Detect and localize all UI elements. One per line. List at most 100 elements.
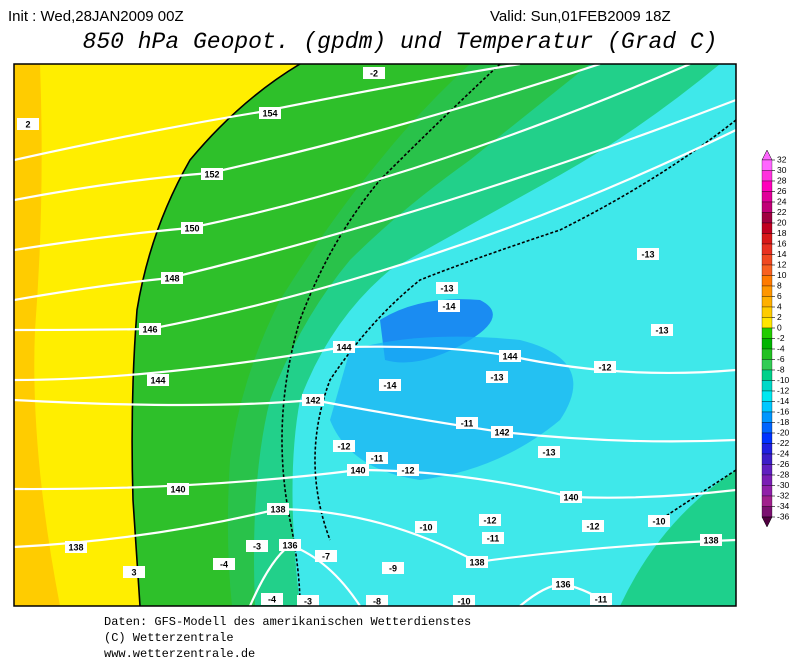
colorbar-label: 2 [777, 312, 782, 322]
warmer-strip [14, 64, 60, 606]
temperature-label-box [648, 515, 670, 527]
geopotential-label: 138 [68, 542, 83, 552]
temperature-label-box [382, 562, 404, 574]
temperature-label: 3 [131, 567, 136, 577]
geopotential-label-box [201, 168, 223, 180]
colorbar-segment [761, 348, 773, 360]
colorbar-segment [761, 296, 773, 308]
colorbar-label: -12 [777, 385, 790, 395]
geopotential-label-box [700, 534, 722, 546]
temperature-label: -8 [373, 596, 381, 606]
temperature-label: -13 [655, 325, 668, 335]
geopotential-label: 140 [170, 484, 185, 494]
temperature-label: -14 [442, 301, 455, 311]
temperature-label-box [17, 118, 39, 130]
geopotential-label-box [181, 222, 203, 234]
colorbar-label: -34 [777, 501, 790, 511]
temperature-label-box [582, 520, 604, 532]
geopotential-label: 142 [494, 427, 509, 437]
geopotential-label: 142 [305, 395, 320, 405]
temperature-label: -13 [490, 372, 503, 382]
map-field: 154 152 150 148 146 144 144 144 142 142 140 140 140 1… [14, 64, 736, 606]
temperature-label: -12 [598, 362, 611, 372]
temperature-label-box [315, 550, 337, 562]
colorbar-segment [761, 411, 773, 423]
cold-spot [330, 336, 574, 480]
colorbar-segment [761, 222, 773, 234]
temperature-label-box [397, 464, 419, 476]
colorbar-segment [761, 422, 773, 434]
colorbar-segment [761, 191, 773, 203]
temperature-label-box [486, 371, 508, 383]
temperature-label-box [453, 595, 475, 606]
temperature-label: -10 [457, 596, 470, 606]
colorbar-label: -22 [777, 438, 790, 448]
geopotential-label: 140 [563, 492, 578, 502]
geopotential-label: 144 [150, 375, 165, 385]
map-title: 850 hPa Geopot. (gpdm) und Temperatur (G… [83, 29, 718, 55]
geopotential-label: 136 [555, 579, 570, 589]
temperature-label-box [333, 440, 355, 452]
geopotential-label-box [347, 464, 369, 476]
colorbar-segment [761, 306, 773, 318]
temperature-label: -4 [220, 559, 228, 569]
geopotential-label-box [147, 374, 169, 386]
colorbar-segment [761, 327, 773, 339]
temperature-label-box [651, 324, 673, 336]
teal-corner [620, 470, 736, 606]
temperature-label-box [297, 595, 319, 606]
colorbar-label: 22 [777, 207, 787, 217]
temperature-label: -12 [401, 465, 414, 475]
warm-region [14, 64, 300, 606]
colorbar-label: 6 [777, 291, 782, 301]
colorbar-segment [761, 317, 773, 329]
temperature-label-box [590, 593, 612, 605]
temperature-label-box [637, 248, 659, 260]
colorbar-segment [761, 254, 773, 266]
footer-url: www.wetterzentrale.de [104, 647, 255, 661]
colorbar-label: -36 [777, 511, 790, 521]
geopotential-label: 140 [350, 465, 365, 475]
colorbar-label: 8 [777, 280, 782, 290]
colorbar-segment [761, 338, 773, 350]
temperature-label-box [366, 452, 388, 464]
geopotential-label: 138 [469, 557, 484, 567]
geopotential-label: 152 [204, 169, 219, 179]
temperature-label-box [123, 566, 145, 578]
colorbar-label: 16 [777, 238, 787, 248]
colorbar-label: 12 [777, 259, 787, 269]
colorbar-label: -30 [777, 480, 790, 490]
colorbar-segment [761, 233, 773, 245]
temperature-label: -14 [383, 380, 396, 390]
temperature-label-box [261, 593, 283, 605]
geopotential-label-box [65, 541, 87, 553]
temperature-label-box [482, 532, 504, 544]
geopotential-label-box [267, 503, 289, 515]
colorbar-segment [761, 401, 773, 413]
geopotential-label-box [279, 539, 301, 551]
temperature-label-box [366, 595, 388, 606]
map-frame [13, 63, 737, 607]
colorbar-label: -16 [777, 406, 790, 416]
colorbar-segment [761, 243, 773, 255]
temperature-label: -12 [586, 521, 599, 531]
colorbar-segment [761, 170, 773, 182]
colorbar-segment [761, 443, 773, 455]
temperature-label: -7 [322, 551, 330, 561]
geopotential-label-box [302, 394, 324, 406]
colorbar-tip [761, 149, 773, 161]
temperature-label: -10 [652, 516, 665, 526]
geopotential-label: 146 [142, 324, 157, 334]
temperature-label: -12 [483, 515, 496, 525]
colorbar-label: -2 [777, 333, 785, 343]
temperature-label-box [213, 558, 235, 570]
temperature-label: 2 [25, 119, 30, 129]
geopotential-label: 138 [703, 535, 718, 545]
temperature-label: -10 [419, 522, 432, 532]
geopotential-label: 150 [184, 223, 199, 233]
geopotential-label-box [333, 341, 355, 353]
colorbar-label: 20 [777, 217, 787, 227]
geopotential-label-box [167, 483, 189, 495]
temperature-label: -13 [542, 447, 555, 457]
